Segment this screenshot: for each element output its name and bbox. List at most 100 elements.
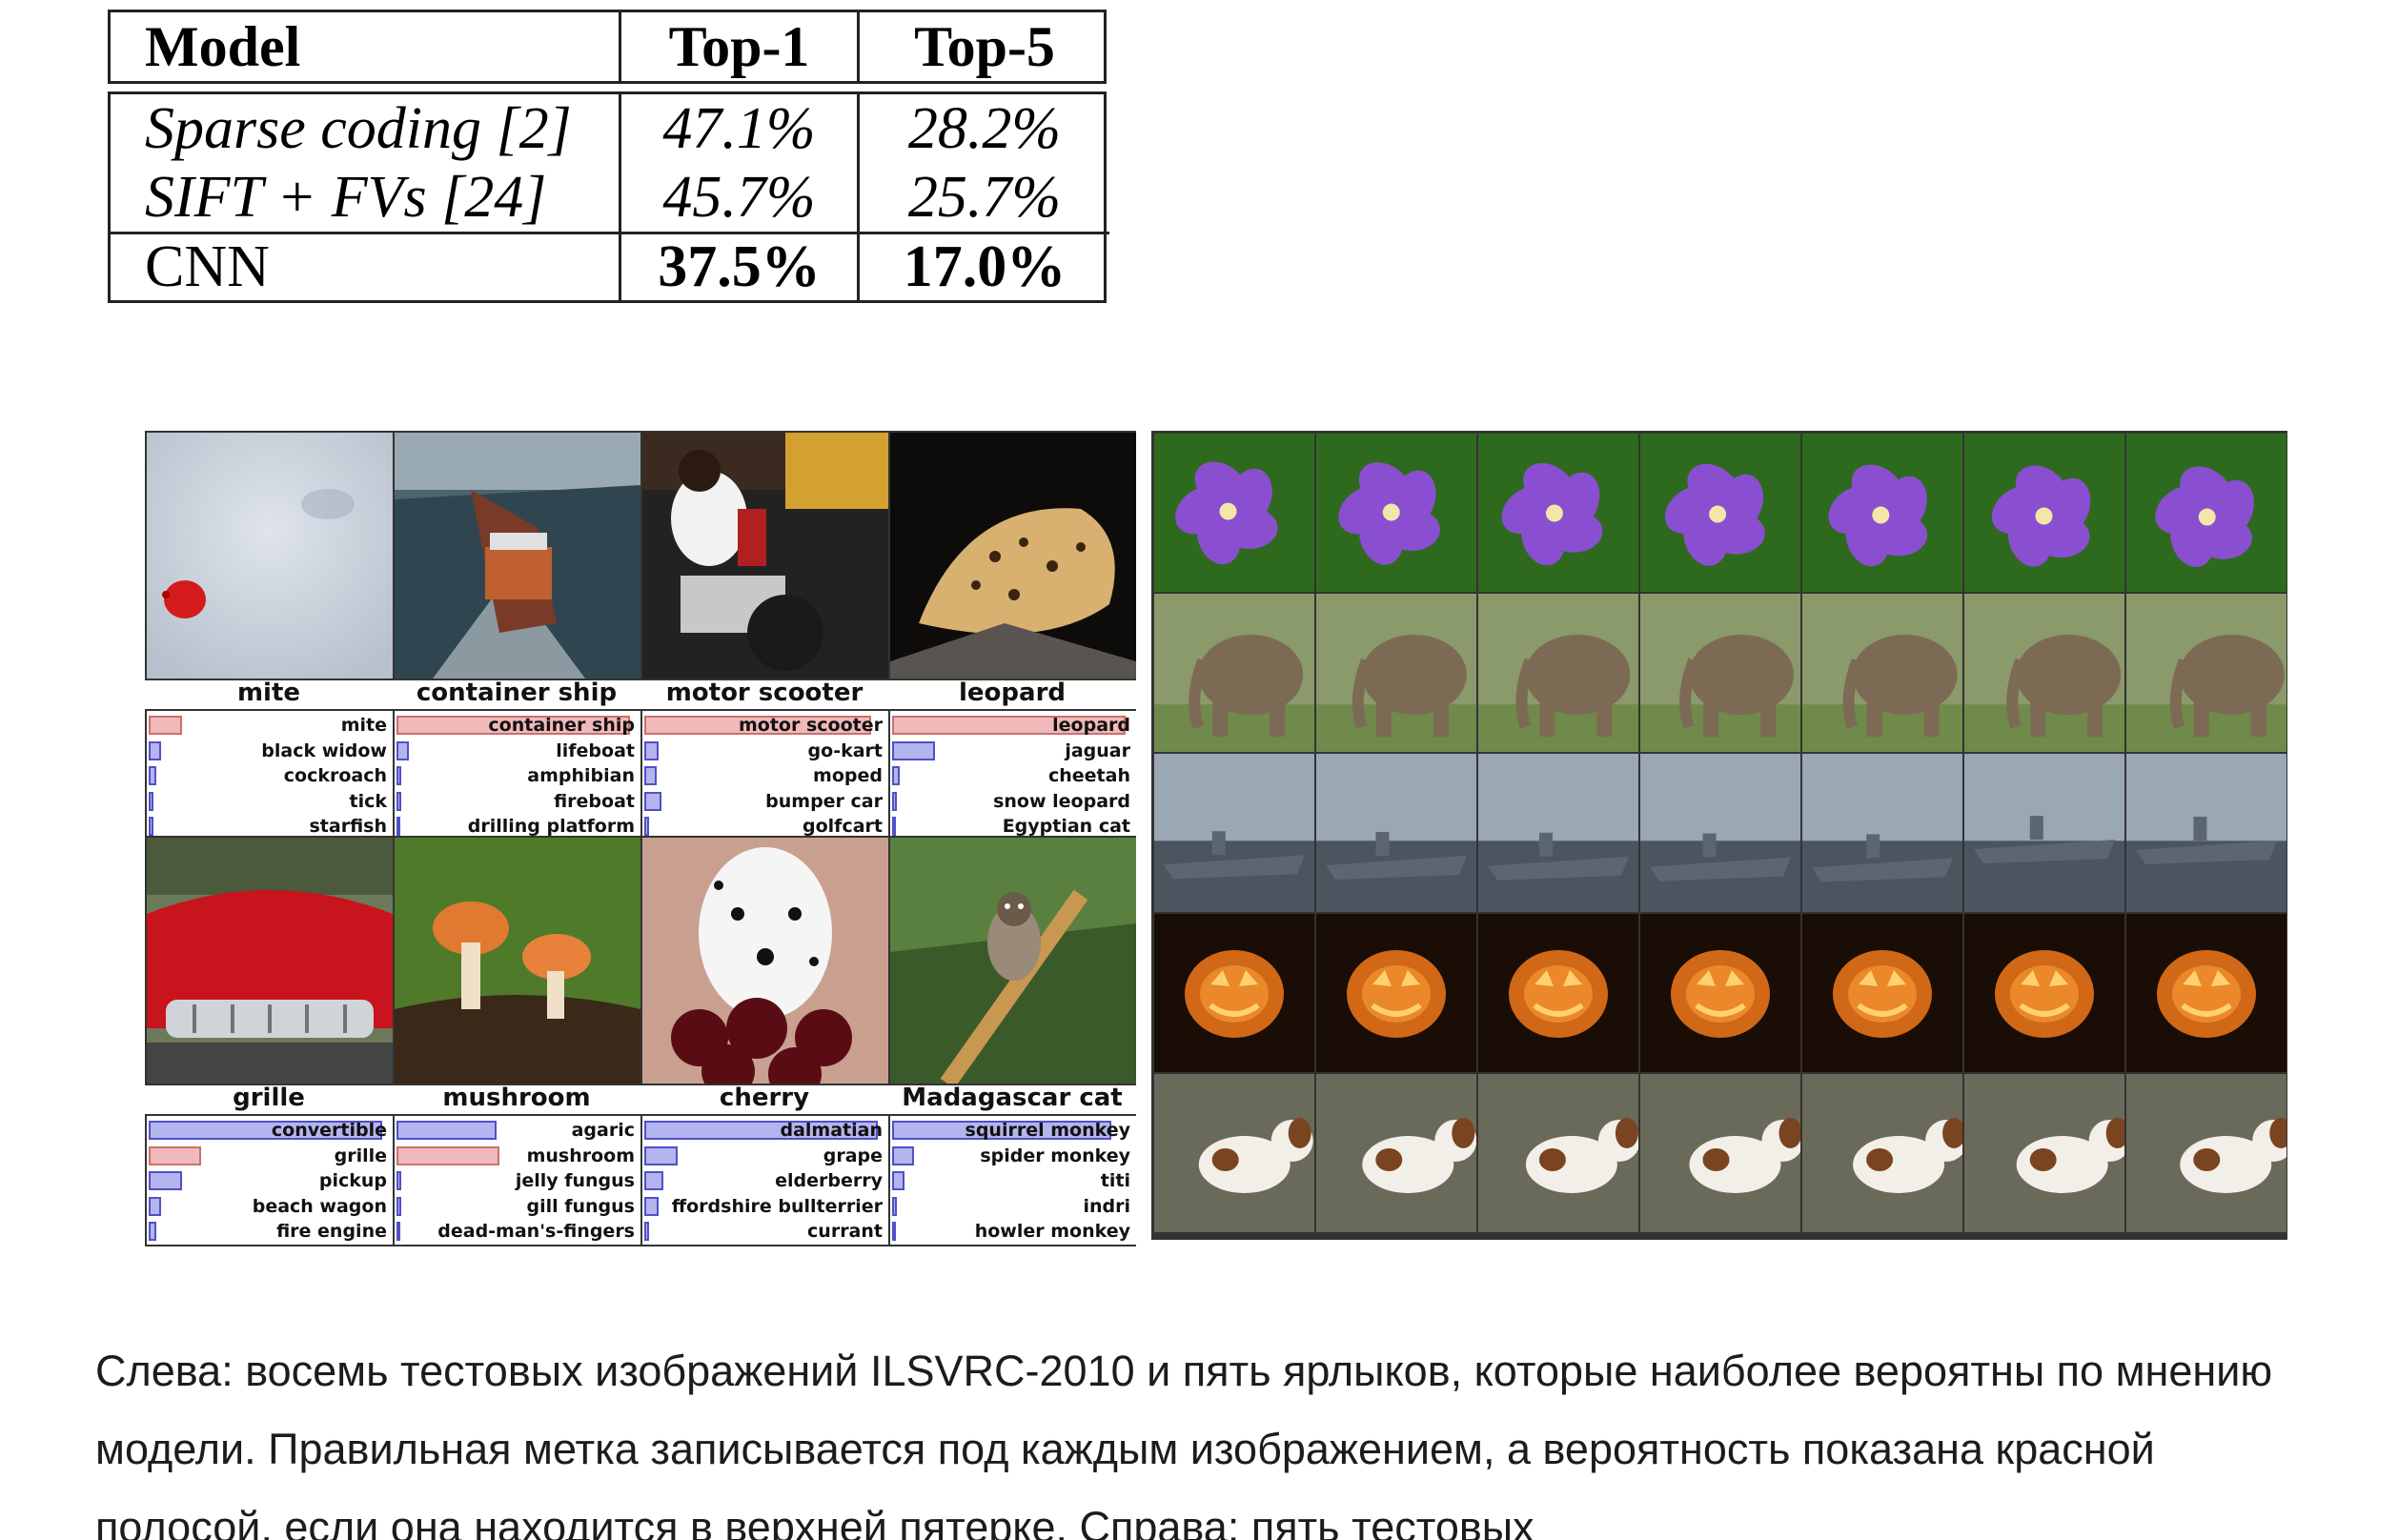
ground-truth-label: leopard <box>959 679 1066 707</box>
prediction-row-item: container ship <box>395 713 640 739</box>
elephant-photo <box>1802 594 1962 752</box>
container-ship-photo <box>395 433 640 679</box>
probability-bar <box>149 740 161 760</box>
prediction-row-item: fireboat <box>395 789 640 815</box>
prediction-label: container ship <box>488 715 635 736</box>
ground-truth-label: motor scooter <box>665 679 864 707</box>
jack-o-lantern-photo <box>1964 914 2124 1072</box>
prediction-box: agaric mushroom jelly fungus gill fungus dea… <box>395 1116 640 1245</box>
dog-photo <box>1964 1074 2124 1232</box>
prediction-label: cheetah <box>1048 765 1130 786</box>
figure-top-half: mite container ship motor scooter leopar… <box>145 431 1136 841</box>
probability-bar <box>396 740 409 760</box>
correct-probability-bar <box>396 1145 499 1165</box>
aircraft-carrier-photo <box>1802 754 1962 912</box>
jack-o-lantern-photo <box>1802 914 1962 1072</box>
prediction-row: convertible grille pickup beach wagon fire e… <box>145 1114 1136 1246</box>
ground-truth-labels: grille mushroom cherry Madagascar cat <box>145 1085 1136 1110</box>
prediction-row-item: drilling platform <box>395 814 640 840</box>
probability-bar <box>892 817 896 836</box>
flower-photo <box>1154 434 1314 592</box>
results-table: Model Top-1 Top-5 Sparse coding [2] 47.1… <box>108 10 1109 303</box>
motor-scooter-photo <box>642 433 888 679</box>
probability-bar <box>644 766 657 785</box>
flower-photo <box>1964 434 2124 592</box>
prediction-row-item: mushroom <box>395 1144 640 1169</box>
ground-truth-label: cherry <box>719 1084 810 1112</box>
table-cell-top1: 47.1% <box>621 94 860 163</box>
figure-bottom-half: grille mushroom cherry Madagascar cat co… <box>145 836 1136 1246</box>
prediction-row-item: squirrel monkey <box>890 1118 1136 1144</box>
madagascar-cat-photo <box>890 838 1136 1084</box>
prediction-label: starfish <box>309 816 387 837</box>
prediction-box: motor scooter go-kart moped bumper car golfc… <box>642 711 888 840</box>
dog-photo <box>1316 1074 1476 1232</box>
ground-truth-label: mite <box>236 679 301 707</box>
prediction-label: fire engine <box>276 1221 387 1242</box>
prediction-row-item: mite <box>147 713 393 739</box>
prediction-box: squirrel monkey spider monkey titi indri how… <box>890 1116 1136 1245</box>
prediction-row-item: ffordshire bullterrier <box>642 1194 888 1220</box>
prediction-row-item: lifeboat <box>395 739 640 764</box>
prediction-label: jaguar <box>1065 740 1130 761</box>
probability-bar <box>644 740 659 760</box>
aircraft-carrier-photo <box>1640 754 1800 912</box>
photo-row <box>145 836 1136 1085</box>
jack-o-lantern-photo <box>1316 914 1476 1072</box>
prediction-row-item: indri <box>890 1194 1136 1220</box>
prediction-label: howler monkey <box>974 1221 1130 1242</box>
prediction-row-item: tick <box>147 789 393 815</box>
probability-bar <box>892 1196 897 1216</box>
aircraft-carrier-photo <box>2126 754 2286 912</box>
dog-photo <box>1478 1074 1638 1232</box>
probability-bar <box>892 1222 896 1241</box>
prediction-row-item: motor scooter <box>642 713 888 739</box>
correct-probability-bar <box>396 716 630 735</box>
prediction-row-item: dalmatian <box>642 1118 888 1144</box>
mushroom-photo <box>395 838 640 1084</box>
dog-photo <box>1802 1074 1962 1232</box>
prediction-row-item: starfish <box>147 814 393 840</box>
prediction-box: dalmatian grape elderberry ffordshire bullt… <box>642 1116 888 1245</box>
prediction-label: bumper car <box>765 790 883 812</box>
dog-photo <box>1640 1074 1800 1232</box>
prediction-label: jelly fungus <box>515 1170 635 1191</box>
table-header: Model Top-1 Top-5 <box>108 10 1107 84</box>
probability-bar <box>149 1171 182 1190</box>
aircraft-carrier-photo <box>1478 754 1638 912</box>
probability-bar <box>892 1121 1111 1140</box>
prediction-row-item: leopard <box>890 713 1136 739</box>
prediction-box: convertible grille pickup beach wagon fire e… <box>147 1116 393 1245</box>
table-cell-top5: 28.2% <box>907 95 1062 161</box>
prediction-row-item: go-kart <box>642 739 888 764</box>
probability-bar <box>396 817 400 836</box>
jack-o-lantern-photo <box>1478 914 1638 1072</box>
probability-bar <box>149 766 156 785</box>
probability-bar <box>892 1145 914 1165</box>
prediction-row-item: fire engine <box>147 1219 393 1245</box>
probability-bar <box>644 1145 678 1165</box>
prediction-row-item: grape <box>642 1144 888 1169</box>
prediction-label: mite <box>340 715 387 736</box>
flower-photo <box>2126 434 2286 592</box>
dog-photo <box>2126 1074 2286 1232</box>
ground-truth-label: Madagascar cat <box>902 1084 1123 1112</box>
prediction-label: dead-man's-fingers <box>437 1221 635 1242</box>
prediction-row-item: jelly fungus <box>395 1168 640 1194</box>
prediction-label: leopard <box>1052 715 1130 736</box>
flower-photo <box>1478 434 1638 592</box>
probability-bar <box>892 1171 904 1190</box>
prediction-row-item: beach wagon <box>147 1194 393 1220</box>
prediction-row-item: agaric <box>395 1118 640 1144</box>
probability-bar <box>396 1121 497 1140</box>
prediction-label: cockroach <box>283 765 387 786</box>
photo-row <box>145 431 1136 680</box>
prediction-label: drilling platform <box>467 816 635 837</box>
prediction-label: elderberry <box>775 1170 883 1191</box>
prediction-row-item: currant <box>642 1219 888 1245</box>
correct-probability-bar <box>149 1145 201 1165</box>
prediction-label: indri <box>1083 1195 1130 1217</box>
jack-o-lantern-photo <box>1640 914 1800 1072</box>
aircraft-carrier-photo <box>1964 754 2124 912</box>
header-top1: Top-1 <box>621 12 860 81</box>
